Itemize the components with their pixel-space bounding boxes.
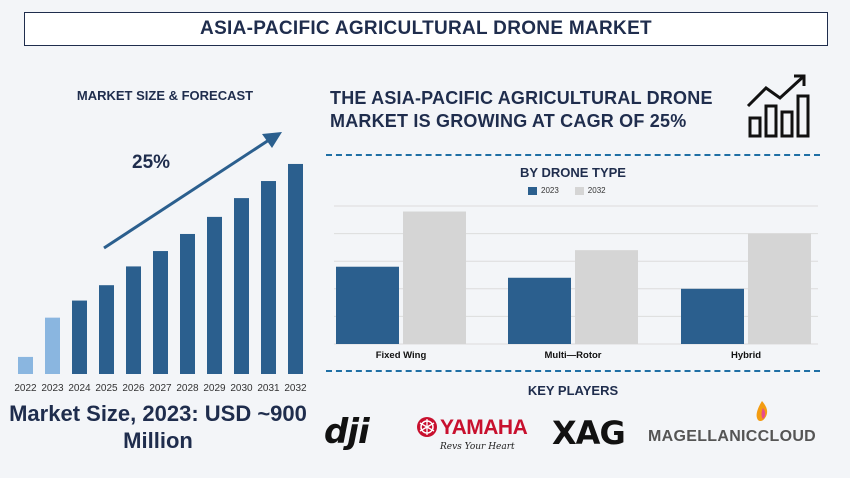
forecast-bar-2029 [207,216,222,374]
yamaha-emblem-icon [417,417,437,437]
forecast-tick-2030: 2030 [230,383,253,394]
forecast-bar-2024 [72,300,87,374]
market-size-text: Market Size, 2023: USD ~900 Million [9,401,307,453]
forecast-tick-2026: 2026 [122,383,145,394]
magellanic-wordmark: MAGELLANICCLOUD [648,428,817,445]
type-category-label-0: Fixed Wing [376,350,427,361]
forecast-tick-2024: 2024 [68,383,91,394]
trend-arrow-head [262,132,282,148]
legend-label-2023: 2023 [541,186,559,195]
trend-arrow-line [103,136,273,250]
type-bar-0-2023 [336,266,399,344]
dji-logo: dji [324,412,370,452]
forecast-bar-2030 [234,198,249,374]
forecast-bar-2031 [261,181,276,374]
type-category-label-2: Hybrid [731,350,761,361]
page-title: ASIA-PACIFIC AGRICULTURAL DRONE MARKET [200,18,652,39]
forecast-bar-2026 [126,266,141,374]
magellanic-flame-icon [756,401,768,422]
forecast-bar-2027 [153,251,168,374]
forecast-tick-2023: 2023 [41,383,64,394]
forecast-bar-2032 [288,163,303,374]
type-category-label-1: Multi—Rotor [545,350,602,361]
drone-type-heading: BY DRONE TYPE [520,165,626,180]
forecast-tick-2022: 2022 [14,383,37,394]
legend-swatch-2032 [574,186,584,195]
title-box: ASIA-PACIFIC AGRICULTURAL DRONE MARKET [24,12,828,46]
forecast-bar-2025 [99,285,114,374]
type-bar-0-2032 [403,211,466,344]
growth-chart-icon [746,74,810,138]
type-bar-2-2032 [748,233,811,344]
drone-type-legend: 2023 2032 [528,186,616,195]
magellanic-cloud-logo: MAGELLANICCLOUD [648,400,818,450]
forecast-tick-2029: 2029 [203,383,226,394]
cagr-label: 25% [132,152,171,173]
forecast-tick-2025: 2025 [95,383,118,394]
forecast-tick-2027: 2027 [149,383,172,394]
key-players-heading: KEY PLAYERS [527,383,619,398]
divider-top [326,154,820,156]
type-bar-1-2032 [575,250,638,344]
yamaha-logo: YAMAHA Revs Your Heart [416,414,536,458]
yamaha-tagline: Revs Your Heart [440,442,515,452]
legend-label-2032: 2032 [587,186,606,195]
legend-swatch-2023 [528,186,537,195]
forecast-tick-2028: 2028 [176,383,199,394]
type-bar-1-2023 [508,277,571,344]
xag-logo: XAG [552,414,626,452]
legend-item-2032: 2032 [574,186,606,195]
forecast-tick-2031: 2031 [257,383,280,394]
forecast-tick-2032: 2032 [284,383,307,394]
forecast-bar-2023 [45,317,60,374]
divider-bottom [326,370,820,372]
legend-item-2023: 2023 [528,186,559,195]
forecast-bar-2022 [18,356,33,374]
cagr-headline: THE ASIA-PACIFIC AGRICULTURAL DRONE MARK… [330,88,713,131]
type-bar-2-2023 [681,288,744,344]
forecast-bar-2028 [180,233,195,374]
yamaha-wordmark: YAMAHA [440,416,528,439]
market-size-heading: MARKET SIZE & FORECAST [76,88,254,103]
